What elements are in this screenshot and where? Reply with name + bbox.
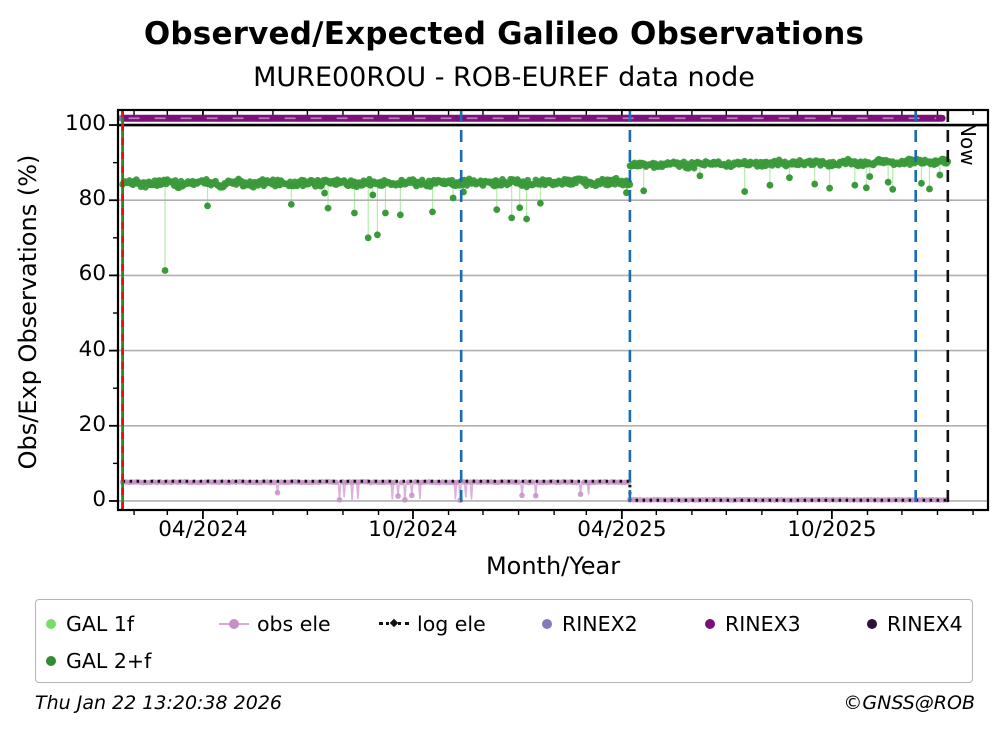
legend-label: log ele: [417, 612, 486, 636]
legend-label: GAL 1f: [66, 612, 135, 636]
log-ele-marker-icon: [379, 618, 409, 629]
legend-label: RINEX3: [725, 612, 801, 636]
rinex4-marker-icon: [867, 619, 877, 629]
y-tick-label: 0: [92, 486, 106, 512]
legend-item-rinex4: RINEX4: [867, 610, 963, 638]
gal-2f-marker-icon: [46, 656, 56, 666]
y-tick-label: 100: [64, 111, 106, 137]
legend-label: GAL 2+f: [66, 649, 152, 673]
x-tick-label: 10/2024: [368, 517, 458, 542]
now-line-label: Now: [955, 122, 980, 166]
legend-item-log-ele: log ele: [379, 610, 486, 638]
x-axis-title: Month/Year: [485, 552, 621, 580]
gal-1f-marker-icon: [46, 619, 56, 629]
legend-item-gal-2f: GAL 2+f: [46, 647, 151, 675]
legend-item-rinex2: RINEX2: [542, 610, 638, 638]
generation-timestamp: Thu Jan 22 13:20:38 2026: [35, 692, 282, 714]
legend-item-obs-ele: obs ele: [219, 610, 331, 638]
x-tick-label: 04/2024: [158, 517, 248, 542]
copyright-credit: ©GNSS@ROB: [843, 692, 975, 714]
y-axis-title: Obs/Exp Observations (%): [14, 154, 42, 470]
rinex3-marker-icon: [705, 619, 715, 629]
chart-subtitle: MURE00ROU - ROB-EUREF data node: [253, 62, 755, 93]
legend-item-gal-1f: GAL 1f: [46, 610, 134, 638]
legend-label: RINEX4: [887, 612, 963, 636]
legend-label: RINEX2: [562, 612, 638, 636]
page-title: Observed/Expected Galileo Observations: [143, 16, 865, 52]
rinex2-marker-icon: [542, 619, 552, 629]
x-tick-label: 10/2025: [787, 517, 877, 542]
y-tick-label: 20: [78, 411, 106, 437]
legend-item-rinex3: RINEX3: [705, 610, 801, 638]
obs-ele-marker-icon: [219, 619, 249, 629]
x-tick-label: 04/2025: [577, 517, 667, 542]
y-tick-label: 60: [78, 261, 106, 287]
y-tick-label: 40: [78, 336, 106, 362]
y-tick-label: 80: [78, 186, 106, 212]
legend-label: obs ele: [257, 612, 331, 636]
chart-legend: GAL 1f obs ele log ele RINEX2 RINEX3 RIN…: [35, 599, 973, 683]
